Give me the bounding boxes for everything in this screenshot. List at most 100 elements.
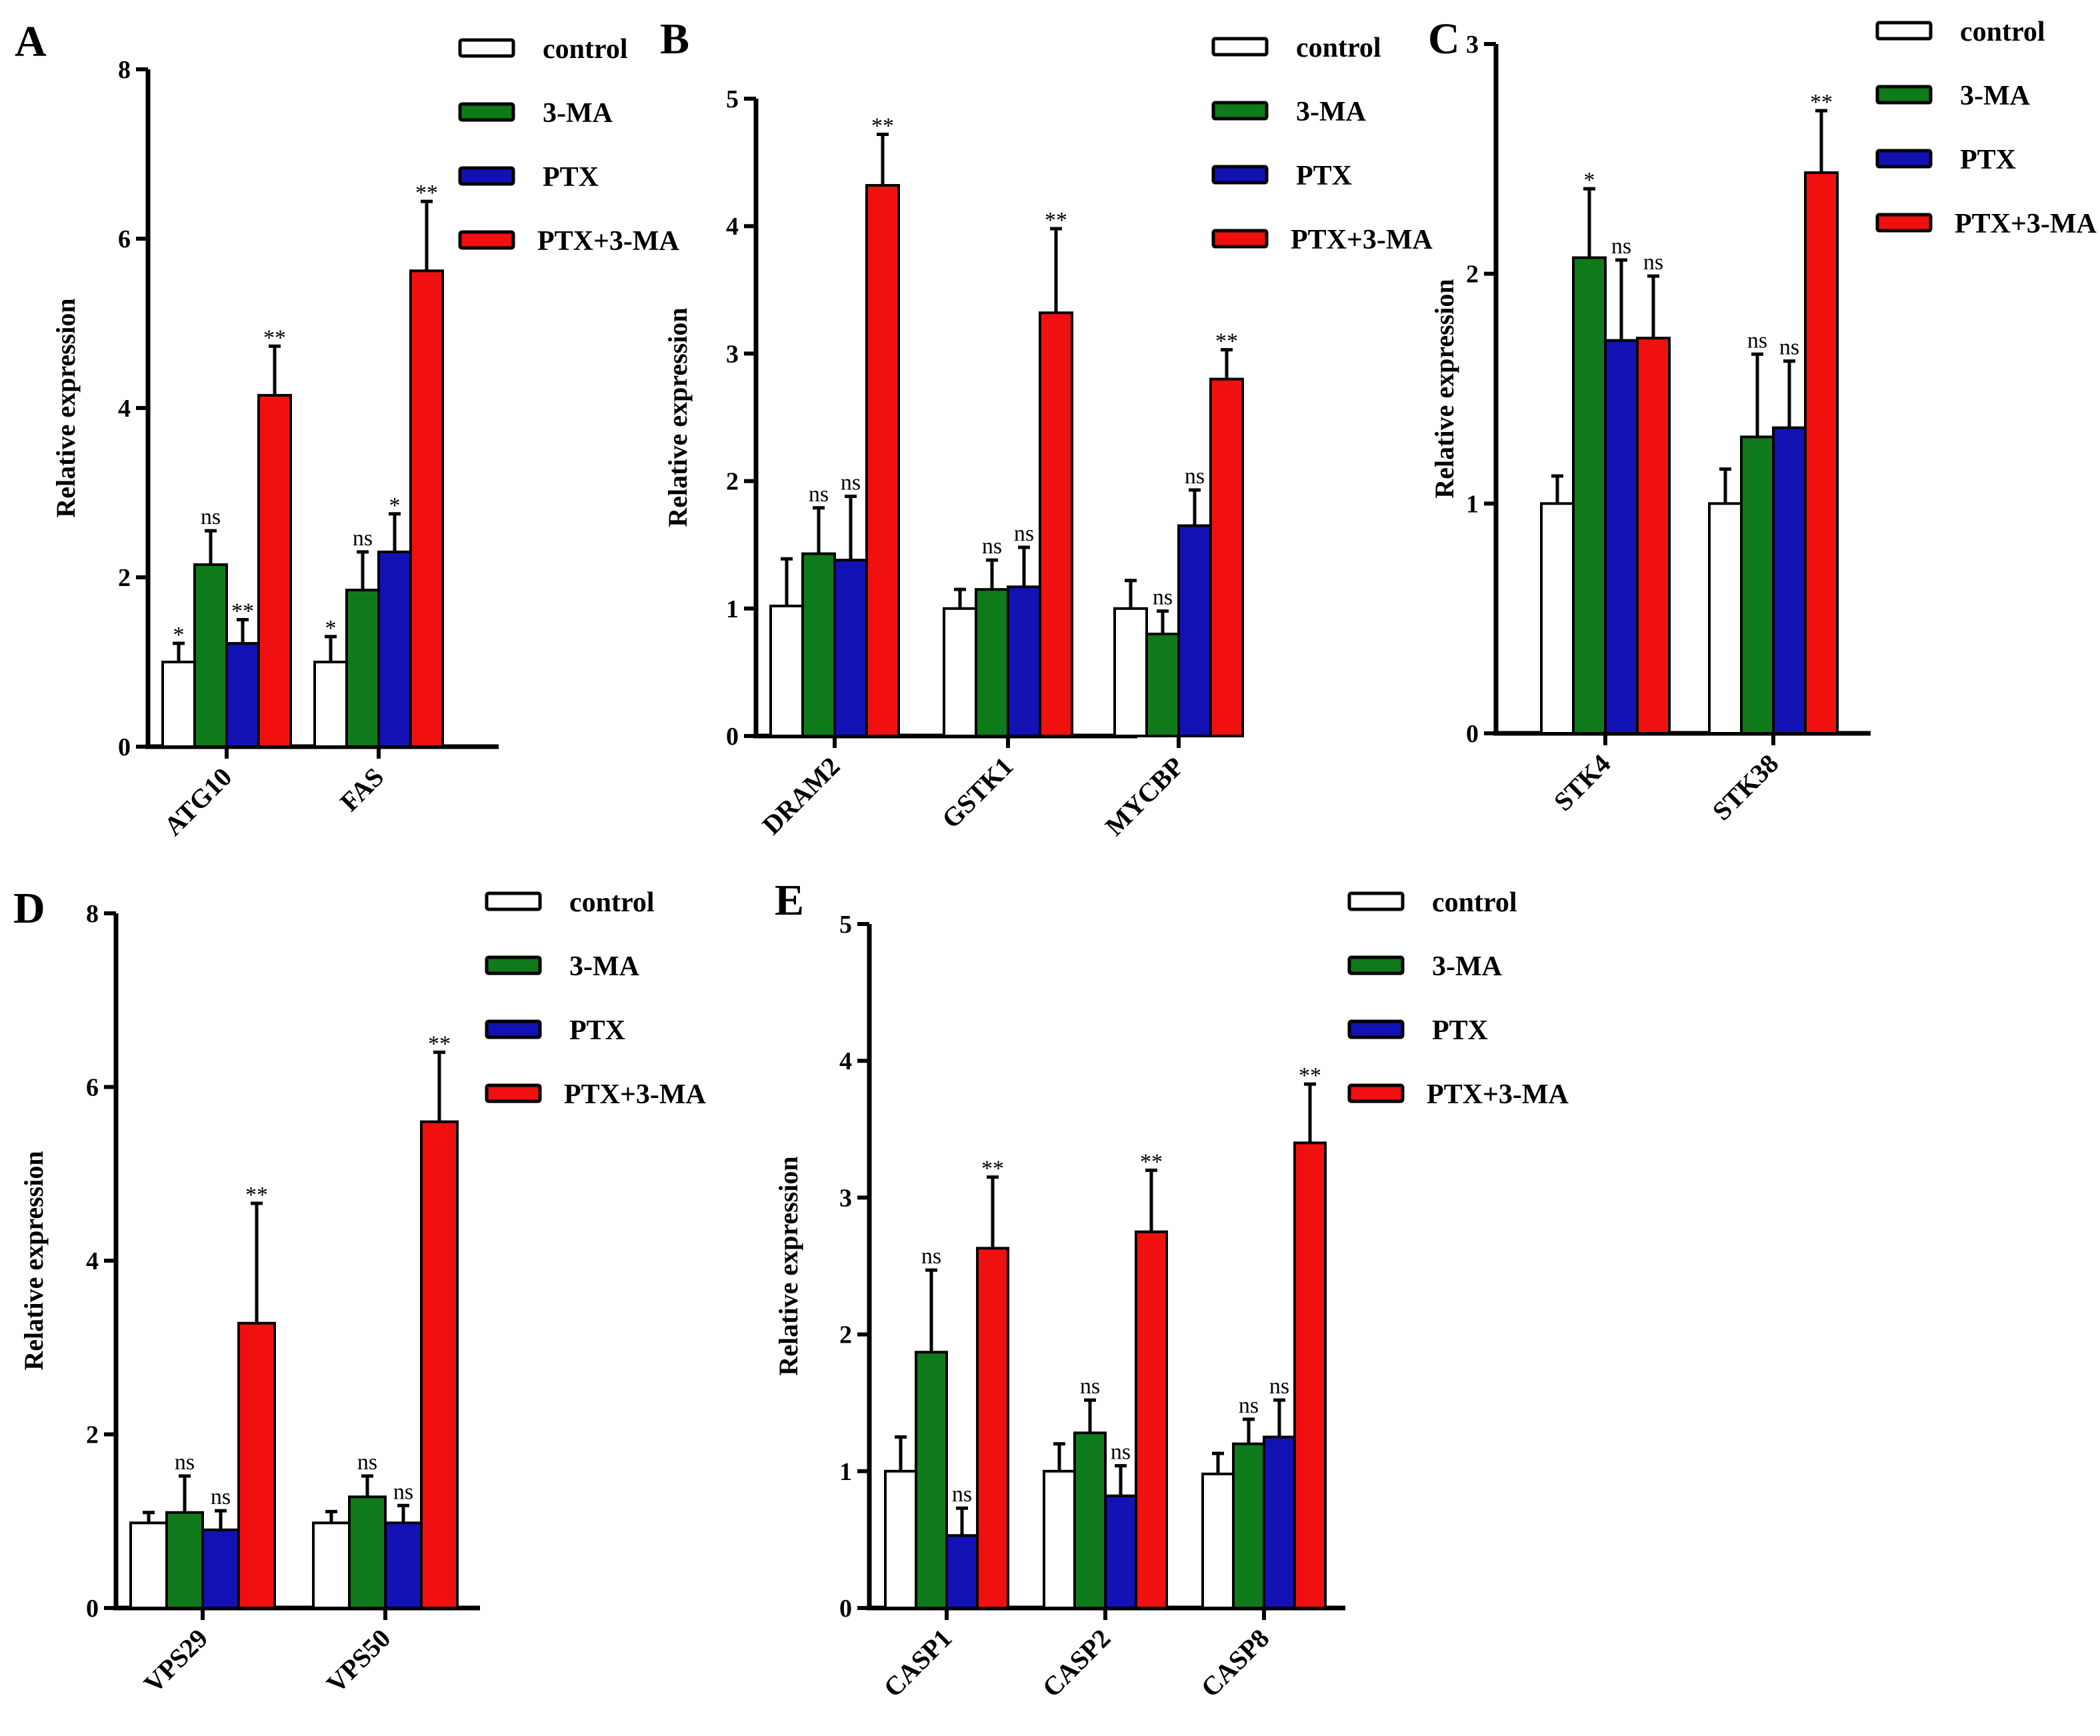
significance-label: ** bbox=[981, 1157, 1004, 1181]
legend-swatch-3-ma bbox=[1347, 955, 1405, 975]
bar-ptx-3-ma-casp1 bbox=[976, 1247, 1009, 1609]
significance-label: ** bbox=[231, 599, 254, 624]
category-label: STK38 bbox=[1707, 749, 1785, 827]
legend-swatch-control bbox=[1347, 891, 1405, 911]
legend-swatch-ptx bbox=[1347, 1019, 1405, 1039]
bar-ptx-casp1 bbox=[945, 1534, 979, 1609]
legend-swatch-3-ma bbox=[458, 102, 515, 122]
bar-3-ma-casp2 bbox=[1073, 1431, 1107, 1609]
y-tick-label: 6 bbox=[118, 225, 131, 253]
panel-letter: B bbox=[660, 15, 689, 63]
legend-label: PTX+3-MA bbox=[1291, 225, 1433, 255]
y-tick-label: 1 bbox=[1466, 490, 1479, 518]
y-tick-label: 1 bbox=[839, 1458, 852, 1486]
y-tick-label: 1 bbox=[726, 595, 739, 623]
y-tick-label: 3 bbox=[839, 1184, 852, 1212]
legend-swatch-3-ma bbox=[485, 955, 542, 975]
significance-label: ns bbox=[175, 1450, 195, 1475]
significance-label: ** bbox=[245, 1183, 268, 1207]
y-tick-label: 3 bbox=[726, 340, 739, 368]
bar-ptx-vps50 bbox=[384, 1521, 423, 1609]
legend-label: control bbox=[1432, 887, 1517, 918]
legend: control 3-MA PTX PTX+3-MA bbox=[458, 34, 680, 257]
category-label: FAS bbox=[334, 762, 389, 817]
legend-label: PTX bbox=[1960, 145, 2016, 175]
bar-ptx-3-ma-atg10 bbox=[257, 393, 292, 748]
bar-ptx-fas bbox=[377, 550, 412, 749]
bar-ptx-3-ma-vps50 bbox=[420, 1120, 459, 1609]
bar-ptx-vps29 bbox=[201, 1528, 240, 1609]
bar-3-ma-vps29 bbox=[165, 1511, 204, 1610]
y-tick-label: 4 bbox=[86, 1247, 99, 1275]
legend-swatch-ptx-3-ma bbox=[1875, 213, 1933, 233]
legend-label: control bbox=[543, 34, 628, 65]
panel-letter: A bbox=[15, 17, 47, 66]
y-axis-title: Relative expression bbox=[773, 1156, 803, 1375]
significance-label: ns bbox=[211, 1485, 231, 1509]
significance-label: * bbox=[1584, 168, 1595, 193]
significance-label: ns bbox=[1111, 1440, 1131, 1465]
significance-label: * bbox=[325, 616, 337, 641]
bar-3-ma-casp1 bbox=[915, 1351, 948, 1609]
legend-swatch-ptx bbox=[1875, 149, 1933, 169]
category-label: CASP2 bbox=[1037, 1623, 1117, 1703]
legend-label: PTX+3-MA bbox=[1427, 1079, 1569, 1110]
category-label: VPS50 bbox=[321, 1623, 397, 1699]
significance-label: ns bbox=[1185, 464, 1205, 489]
bar-ptx-mycbp bbox=[1177, 524, 1212, 738]
significance-label: ns bbox=[1153, 585, 1173, 610]
y-tick-label: 4 bbox=[726, 213, 739, 241]
legend-swatch-ptx-3-ma bbox=[1347, 1083, 1405, 1103]
category-label: STK4 bbox=[1548, 749, 1617, 817]
significance-label: ** bbox=[1215, 329, 1238, 354]
bar-control-vps29 bbox=[129, 1521, 168, 1609]
significance-label: ** bbox=[1045, 208, 1067, 233]
legend-label: PTX bbox=[543, 162, 599, 193]
y-tick-label: 2 bbox=[118, 564, 131, 592]
significance-label: ns bbox=[1014, 521, 1034, 546]
significance-label: ns bbox=[1080, 1374, 1100, 1399]
bar-ptx-3-ma-vps29 bbox=[237, 1321, 276, 1610]
legend: control 3-MA PTX PTX+3-MA bbox=[1211, 33, 1433, 255]
y-axis-title: Relative expression bbox=[51, 298, 81, 517]
legend-label: PTX bbox=[569, 1015, 625, 1046]
significance-label: ns bbox=[1643, 250, 1663, 275]
significance-label: ns bbox=[921, 1244, 941, 1269]
significance-label: ns bbox=[1747, 328, 1767, 353]
significance-label: ** bbox=[415, 181, 438, 205]
legend-swatch-control bbox=[1211, 37, 1269, 57]
legend-label: 3-MA bbox=[543, 98, 613, 129]
y-tick-label: 0 bbox=[839, 1595, 852, 1623]
legend: control 3-MA PTX PTX+3-MA bbox=[1347, 887, 1569, 1110]
bar-ptx-dram2 bbox=[833, 559, 868, 737]
y-tick-label: 0 bbox=[1466, 720, 1479, 748]
legend-label: 3-MA bbox=[569, 951, 640, 982]
legend-swatch-control bbox=[485, 891, 542, 911]
y-tick-label: 4 bbox=[839, 1047, 852, 1075]
bar-control-vps50 bbox=[312, 1521, 351, 1609]
legend-label: control bbox=[1296, 33, 1381, 63]
significance-label: ns bbox=[982, 534, 1002, 559]
legend-swatch-3-ma bbox=[1211, 101, 1269, 121]
y-tick-label: 4 bbox=[118, 395, 131, 423]
bar-control-stk38 bbox=[1708, 502, 1743, 735]
bar-ptx-3-ma-gstk1 bbox=[1039, 311, 1073, 737]
significance-label: ** bbox=[1810, 90, 1833, 115]
significance-label: ns bbox=[1269, 1374, 1289, 1399]
significance-label: ** bbox=[871, 114, 894, 139]
bar-control-casp8 bbox=[1201, 1472, 1235, 1610]
significance-label: ns bbox=[353, 526, 373, 551]
bar-ptx-3-ma-casp2 bbox=[1135, 1230, 1168, 1609]
category-label: CASP8 bbox=[1195, 1623, 1275, 1703]
significance-label: ** bbox=[1299, 1063, 1321, 1088]
bar-control-fas bbox=[313, 661, 348, 748]
legend-label: 3-MA bbox=[1960, 81, 2031, 111]
y-tick-label: 0 bbox=[726, 723, 739, 751]
bar-ptx-atg10 bbox=[225, 642, 260, 748]
y-tick-label: 5 bbox=[726, 85, 739, 113]
bar-3-ma-dram2 bbox=[801, 552, 836, 737]
panel-letter: D bbox=[13, 884, 45, 933]
legend: control 3-MA PTX PTX+3-MA bbox=[485, 887, 707, 1110]
